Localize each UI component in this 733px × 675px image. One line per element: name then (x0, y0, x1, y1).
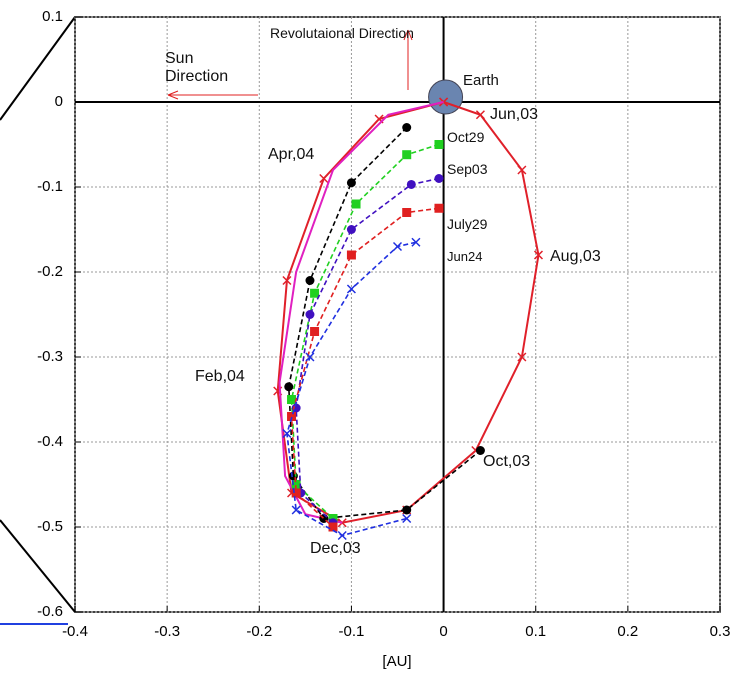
marker (287, 412, 297, 421)
annotation: Oct,03 (483, 453, 531, 470)
y-tick-label: 0.1 (42, 8, 63, 25)
marker (310, 327, 320, 336)
zoom-line (0, 16, 76, 121)
marker (402, 123, 412, 132)
marker (284, 382, 294, 392)
marker (346, 250, 356, 260)
annotation: Sun Direction (165, 50, 229, 85)
marker (346, 284, 356, 294)
y-tick-label: -0.2 (37, 263, 63, 280)
marker (351, 199, 361, 209)
annotation: Dec,03 (310, 540, 361, 557)
marker (517, 352, 527, 362)
x-tick-label: -0.1 (338, 623, 364, 640)
marker (305, 276, 315, 285)
series-line (278, 101, 444, 524)
marker (402, 513, 412, 524)
marker (475, 446, 485, 455)
x-tick-label: -0.4 (62, 623, 88, 640)
x-tick-label: -0.3 (154, 623, 180, 640)
y-tick-label: -0.3 (37, 348, 63, 365)
annotation: Earth (463, 72, 499, 89)
marker (288, 471, 298, 481)
sun-arrow-head (167, 90, 179, 100)
y-tick-label: -0.6 (37, 603, 63, 620)
series-line (276, 101, 540, 524)
marker (434, 174, 444, 183)
annotation: Revolutaional Direction (270, 25, 414, 41)
marker (434, 140, 444, 149)
marker (406, 179, 416, 189)
marker (434, 203, 444, 213)
series-line (287, 126, 481, 520)
marker (282, 275, 292, 286)
marker (392, 241, 403, 252)
plot-frame (74, 16, 721, 613)
series-line (290, 207, 440, 528)
marker (305, 352, 315, 362)
marker (328, 522, 338, 532)
annotation: Feb,04 (195, 368, 245, 385)
annotation: Apr,04 (268, 146, 315, 163)
marker (346, 178, 356, 188)
annotation: Jun,03 (490, 106, 539, 123)
marker (282, 428, 292, 439)
series-line (286, 241, 417, 537)
marker (337, 530, 347, 541)
marker (475, 110, 485, 120)
x-tick-label: -0.2 (246, 623, 272, 640)
revolution-arrow-head (403, 29, 413, 41)
marker (319, 173, 329, 184)
y-tick-label: -0.5 (37, 518, 63, 535)
y-tick-label: -0.4 (37, 433, 63, 450)
annotation: Aug,03 (550, 248, 601, 265)
annotation: July29 (447, 216, 488, 232)
marker (291, 505, 301, 515)
marker (305, 310, 315, 319)
marker (402, 505, 412, 515)
marker (287, 395, 297, 404)
x-tick-label: 0.2 (617, 623, 638, 640)
marker (517, 165, 527, 175)
y-tick-label: -0.1 (37, 178, 63, 195)
zoom-line (0, 519, 76, 613)
series-line (295, 177, 440, 524)
marker (402, 208, 412, 217)
marker (346, 225, 356, 234)
marker (533, 250, 544, 260)
marker (310, 288, 320, 298)
x-tick-label: 0.3 (710, 623, 731, 640)
x-tick-label: 0.1 (525, 623, 546, 640)
marker (411, 237, 421, 247)
annotation: Oct29 (447, 129, 485, 145)
annotation: Jun24 (447, 249, 483, 264)
annotation: Sep03 (447, 161, 488, 177)
earth (428, 79, 464, 115)
marker (402, 150, 412, 160)
x-tick-label: 0 (439, 623, 447, 640)
y-tick-label: 0 (55, 93, 63, 110)
marker (291, 480, 301, 489)
x-axis-label: [AU] (382, 653, 411, 670)
marker (291, 488, 301, 498)
